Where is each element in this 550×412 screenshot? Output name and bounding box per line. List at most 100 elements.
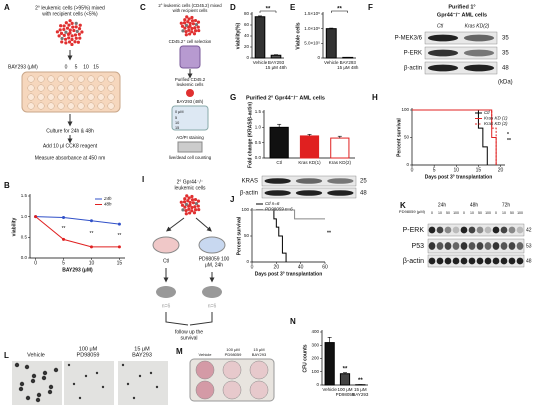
- y-tick-label: 20: [244, 44, 250, 49]
- cell: [67, 23, 71, 27]
- cell: [63, 37, 68, 41]
- mouse: [202, 286, 222, 298]
- arm: Ctl: [163, 258, 169, 264]
- cell: [193, 197, 198, 202]
- y-tick-label: 200: [311, 356, 319, 361]
- well: [77, 84, 85, 92]
- x-tick-label: 10: [454, 167, 460, 173]
- cell: [184, 212, 188, 216]
- well: [222, 380, 242, 400]
- y-tick-label: 0.0: [255, 155, 262, 160]
- cell: [188, 200, 192, 205]
- blot: [424, 31, 498, 75]
- dose: 0: [463, 211, 465, 215]
- colony: [35, 397, 41, 403]
- cell: [192, 211, 197, 215]
- cell: [58, 28, 62, 32]
- cell: [80, 30, 84, 34]
- y-tick-label: 5.0×10⁵: [304, 41, 320, 46]
- bar: [330, 137, 350, 159]
- cell: [193, 18, 198, 23]
- plate: [21, 71, 121, 113]
- colony: [48, 384, 54, 390]
- cell: [191, 22, 196, 26]
- lane-label: Ctl: [437, 23, 444, 29]
- step: AO/PI staining: [176, 135, 204, 140]
- wells: [195, 360, 269, 400]
- annotation: **: [90, 231, 94, 237]
- band: [463, 34, 495, 42]
- cell: [78, 23, 82, 27]
- x-tick-label: Ctl: [276, 160, 282, 165]
- band: [444, 226, 452, 234]
- legend-label: 24h: [103, 196, 112, 201]
- cell: [74, 21, 78, 25]
- well: [87, 84, 95, 92]
- cell: [190, 209, 194, 213]
- y-tick-label: 0.0: [21, 255, 28, 260]
- y-tick-label: 0.5: [21, 235, 28, 240]
- colony: [53, 367, 59, 373]
- blot-title: Gpr44⁻/⁻ AML cells: [437, 12, 487, 18]
- x-axis-label: BAY293 (μM): [62, 267, 93, 273]
- dose-label: PD98059 (μM): [399, 209, 426, 214]
- step: CD45.2⁺ cell selection: [169, 39, 212, 44]
- x-tick-label: BAY293: [268, 60, 285, 65]
- panel-label: D: [230, 3, 236, 12]
- kda: 48: [360, 191, 367, 197]
- panel-label: H: [372, 93, 378, 102]
- cell: [190, 19, 195, 23]
- dish: [198, 236, 226, 254]
- well: [77, 93, 85, 101]
- colony: [24, 364, 30, 370]
- cell: [70, 42, 74, 47]
- cell: [187, 196, 191, 200]
- colony: [36, 392, 42, 398]
- caption: Vehicle: [27, 352, 45, 358]
- cell: [179, 200, 183, 204]
- band: [476, 257, 484, 265]
- band-label: P-MEK3/6: [395, 36, 423, 42]
- cell: [55, 30, 59, 34]
- cell: [67, 36, 71, 40]
- caption: with recipient cells: [173, 8, 208, 13]
- band: [492, 257, 500, 265]
- x-tick-label: 20: [498, 167, 504, 173]
- dose: 50: [510, 211, 514, 215]
- band: [452, 226, 460, 234]
- panel-label: J: [230, 195, 234, 204]
- band: [264, 190, 291, 196]
- cell: [72, 28, 76, 33]
- blot: [427, 223, 525, 268]
- colony: [30, 378, 36, 384]
- well: [37, 93, 45, 101]
- well: [47, 84, 55, 92]
- y-tick-label: 400: [311, 329, 319, 334]
- arm: PD98059 100: [199, 256, 230, 262]
- time: 24h: [438, 202, 447, 208]
- arrow: [195, 217, 212, 232]
- x-tick-label: Vehicle: [322, 387, 337, 392]
- band-label: β-actin: [240, 191, 258, 197]
- band: [327, 190, 354, 196]
- doses: 0 10 50 100 0 10 50 100 0 10 50 100: [431, 211, 523, 215]
- survival-curve: [252, 209, 325, 220]
- footer: follow up the: [175, 329, 203, 335]
- y-tick-label: 80: [244, 11, 250, 16]
- band: [436, 226, 444, 234]
- dose: 0 μM: [175, 110, 184, 114]
- cell: [65, 26, 70, 30]
- annotation: **: [337, 7, 342, 13]
- band: [508, 242, 516, 250]
- y-tick-label: 1.0×10⁶: [304, 26, 320, 31]
- band: [444, 242, 452, 250]
- bracket: [259, 10, 277, 13]
- cell: [185, 194, 189, 198]
- cell: [68, 19, 72, 23]
- cell: [187, 28, 191, 32]
- well: [57, 93, 65, 101]
- cell: [190, 194, 194, 199]
- x-tick-label: BAY293: [340, 60, 357, 65]
- dose: 100: [517, 211, 523, 215]
- y-tick-label: 1.0: [255, 125, 262, 130]
